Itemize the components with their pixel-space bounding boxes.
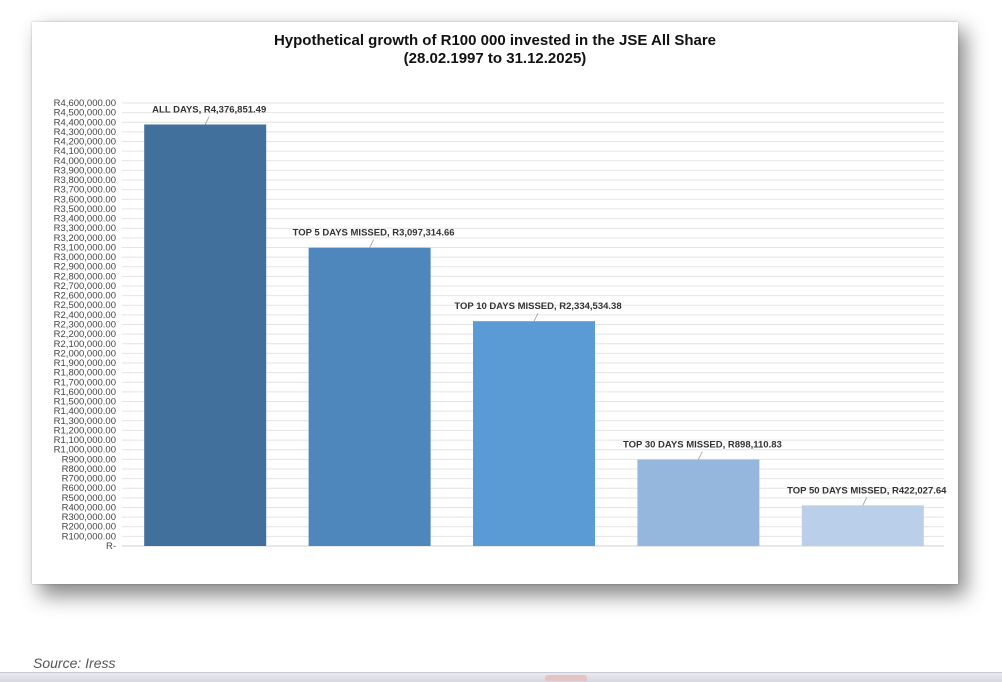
y-tick-label: R2,800,000.00 — [54, 271, 116, 282]
y-tick-label: R2,900,000.00 — [54, 262, 116, 273]
data-label-leader — [533, 312, 539, 322]
y-tick-label: R1,300,000.00 — [54, 416, 116, 427]
y-tick-label: R4,600,000.00 — [54, 98, 116, 109]
y-tick-label: R2,700,000.00 — [54, 281, 116, 292]
bottom-strip — [0, 672, 1002, 682]
y-tick-label: R4,000,000.00 — [54, 156, 116, 167]
y-tick-label: R3,000,000.00 — [54, 252, 116, 263]
y-tick-label: R2,200,000.00 — [54, 329, 116, 340]
chart-title-block: Hypothetical growth of R100 000 invested… — [32, 32, 958, 68]
y-tick-label: R4,500,000.00 — [54, 108, 116, 119]
chart-subtitle: (28.02.1997 to 31.12.2025) — [403, 50, 587, 67]
bar — [308, 247, 431, 546]
y-tick-label: R1,700,000.00 — [54, 377, 116, 388]
data-label-leader — [369, 239, 374, 248]
bar — [473, 321, 595, 546]
y-tick-label: R2,600,000.00 — [54, 291, 116, 302]
y-tick-label: R900,000.00 — [62, 454, 116, 465]
y-tick-label: R1,200,000.00 — [54, 425, 116, 436]
y-tick-label: R1,900,000.00 — [54, 358, 116, 369]
y-tick-label: R100,000.00 — [62, 531, 116, 542]
data-label: TOP 10 DAYS MISSED, R2,334,534.38 — [454, 301, 621, 312]
y-tick-label: R- — [106, 541, 116, 552]
y-tick-label: R1,600,000.00 — [54, 387, 116, 398]
data-label: TOP 30 DAYS MISSED, R898,110.83 — [623, 440, 782, 451]
data-label: TOP 50 DAYS MISSED, R422,027.64 — [787, 485, 947, 496]
y-tick-label: R3,800,000.00 — [54, 175, 116, 186]
chart-title: Hypothetical growth of R100 000 invested… — [273, 32, 717, 49]
y-tick-label: R2,400,000.00 — [54, 310, 116, 321]
y-tick-label: R3,600,000.00 — [54, 194, 116, 205]
y-tick-label: R1,400,000.00 — [54, 406, 116, 417]
data-label: TOP 5 DAYS MISSED, R3,097,314.66 — [293, 228, 455, 239]
y-tick-label: R3,700,000.00 — [54, 185, 116, 196]
y-tick-label: R2,500,000.00 — [54, 300, 116, 311]
bottom-strip-mark — [545, 675, 587, 681]
y-tick-label: R400,000.00 — [62, 502, 116, 513]
y-tick-label: R800,000.00 — [62, 464, 116, 475]
y-tick-label: R4,400,000.00 — [54, 117, 116, 128]
y-tick-label: R4,200,000.00 — [54, 137, 116, 148]
y-tick-label: R1,100,000.00 — [54, 435, 116, 446]
data-label-leader — [204, 116, 210, 125]
y-tick-label: R1,000,000.00 — [54, 445, 116, 456]
source-note: Source: Iress — [33, 655, 116, 671]
y-tick-label: R3,100,000.00 — [54, 242, 116, 253]
y-tick-label: R200,000.00 — [62, 522, 116, 533]
y-tick-label: R700,000.00 — [62, 474, 116, 485]
y-tick-label: R1,800,000.00 — [54, 368, 116, 379]
data-label: ALL DAYS, R4,376,851.49 — [152, 104, 266, 115]
y-tick-label: R300,000.00 — [62, 512, 116, 523]
y-tick-label: R2,300,000.00 — [54, 320, 116, 331]
y-tick-label: R2,100,000.00 — [54, 339, 116, 350]
bar — [144, 124, 267, 546]
y-tick-label: R3,200,000.00 — [54, 233, 116, 244]
y-tick-label: R3,300,000.00 — [54, 223, 116, 234]
bar — [637, 459, 760, 546]
y-tick-label: R1,500,000.00 — [54, 397, 116, 408]
data-label-leader — [698, 451, 703, 460]
data-label-leader — [862, 497, 868, 506]
y-tick-label: R4,300,000.00 — [54, 127, 116, 138]
y-tick-label: R2,000,000.00 — [54, 348, 116, 359]
y-tick-label: R4,100,000.00 — [54, 146, 116, 157]
bar — [801, 505, 924, 546]
y-tick-label: R3,500,000.00 — [54, 204, 116, 215]
y-tick-label: R3,900,000.00 — [54, 165, 116, 176]
y-tick-label: R500,000.00 — [62, 493, 116, 504]
bar-chart: R-R100,000.00R200,000.00R300,000.00R400,… — [54, 98, 948, 552]
chart-card: Hypothetical growth of R100 000 invested… — [32, 22, 958, 584]
y-tick-label: R600,000.00 — [62, 483, 116, 494]
y-tick-label: R3,400,000.00 — [54, 214, 116, 225]
